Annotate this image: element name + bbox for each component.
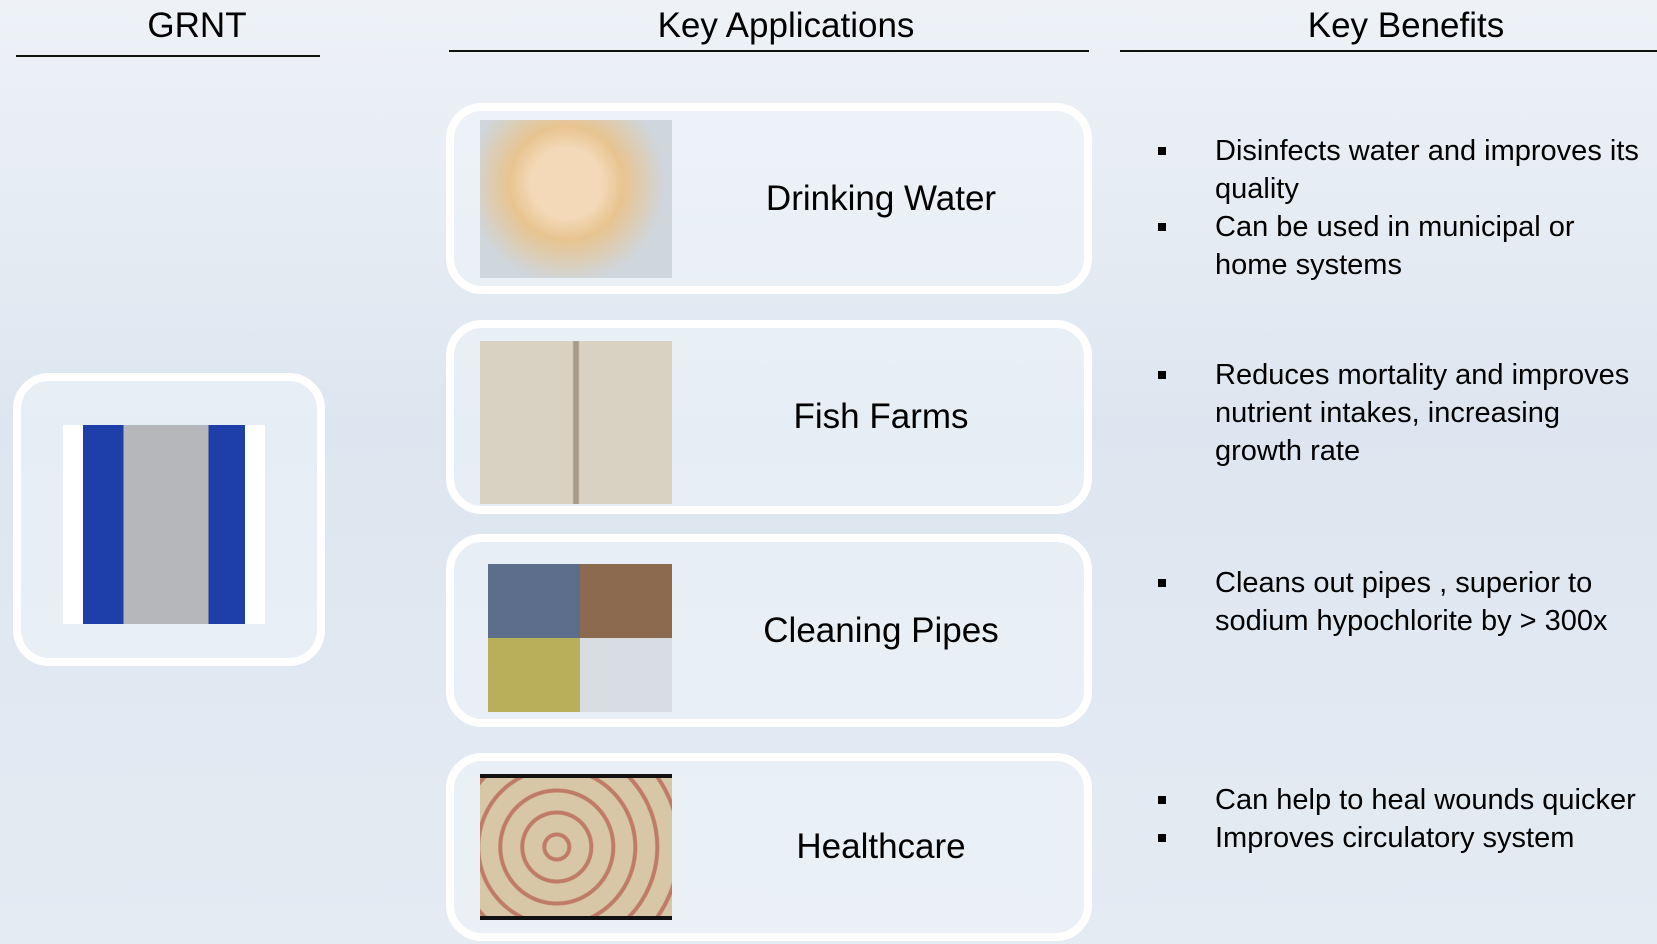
application-label: Drinking Water xyxy=(691,179,1071,219)
product-image xyxy=(63,425,265,624)
benefit-list: Cleans out pipes , superior to sodium hy… xyxy=(1150,564,1650,640)
header-rule xyxy=(1120,50,1657,52)
benefit-item: Cleans out pipes , superior to sodium hy… xyxy=(1150,564,1650,640)
header: GRNT xyxy=(47,6,347,46)
header: Key Benefits xyxy=(1206,6,1606,46)
benefit-item: Can be used in municipal or home systems xyxy=(1150,208,1650,284)
benefit-item: Reduces mortality and improves nutrient … xyxy=(1150,356,1650,470)
application-label: Cleaning Pipes xyxy=(691,611,1071,651)
application-image xyxy=(480,341,672,504)
benefit-item: Disinfects water and improves its qualit… xyxy=(1150,132,1650,208)
slide: {"headers": ["GRNT", "Key Applications",… xyxy=(0,0,1657,944)
application-label: Fish Farms xyxy=(691,397,1071,437)
application-image xyxy=(488,564,672,712)
benefit-list: Disinfects water and improves its qualit… xyxy=(1150,132,1650,284)
benefit-item: Improves circulatory system xyxy=(1150,819,1650,857)
application-image xyxy=(480,774,672,920)
benefit-item: Can help to heal wounds quicker xyxy=(1150,781,1650,819)
application-label: Healthcare xyxy=(691,827,1071,867)
header-rule xyxy=(449,50,1089,52)
header: Key Applications xyxy=(586,6,986,46)
benefit-list: Reduces mortality and improves nutrient … xyxy=(1150,356,1650,470)
application-image xyxy=(480,120,672,278)
header-rule xyxy=(16,55,320,57)
